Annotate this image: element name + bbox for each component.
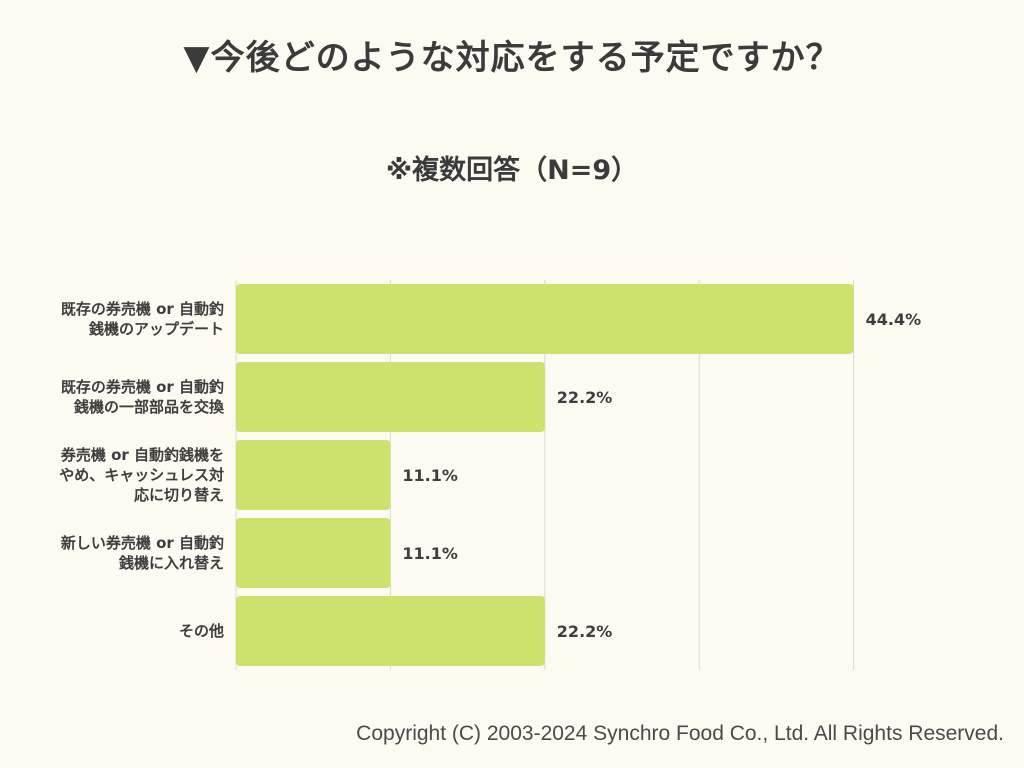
category-label-line: やめ、キャッシュレス対	[59, 466, 224, 484]
value-label-5: 22.2%	[557, 622, 613, 641]
category-label-line: その他	[179, 622, 224, 640]
bar-5	[236, 596, 545, 666]
category-label-line: 応に切り替え	[134, 486, 224, 504]
chart-title: ▼今後どのような対応をする予定ですか？	[183, 38, 841, 78]
chart-subtitle: ※複数回答（N=9）	[385, 155, 639, 186]
bar-4	[236, 518, 391, 588]
category-label-line: 銭機の一部部品を交換	[73, 398, 225, 416]
category-label-line: 既存の券売機 or 自動釣	[61, 300, 224, 318]
bar-3	[236, 440, 391, 510]
category-label-line: 銭機のアップデート	[88, 320, 224, 338]
category-label-line: 券売機 or 自動釣銭機を	[61, 446, 224, 464]
category-label-line: 新しい券売機 or 自動釣	[61, 534, 224, 552]
bar-1	[236, 284, 854, 354]
category-label-5: その他	[179, 622, 224, 640]
value-label-3: 11.1%	[402, 466, 458, 485]
category-label-line: 既存の券売機 or 自動釣	[61, 378, 224, 396]
category-label-4: 新しい券売機 or 自動釣銭機に入れ替え	[61, 534, 224, 572]
category-label-line: 銭機に入れ替え	[118, 554, 224, 572]
value-label-2: 22.2%	[557, 388, 613, 407]
category-label-2: 既存の券売機 or 自動釣銭機の一部部品を交換	[61, 378, 225, 416]
bar-2	[236, 362, 545, 432]
category-label-3: 券売機 or 自動釣銭機をやめ、キャッシュレス対応に切り替え	[59, 446, 224, 504]
value-label-4: 11.1%	[402, 544, 458, 563]
value-label-1: 44.4%	[866, 310, 922, 329]
category-label-1: 既存の券売機 or 自動釣銭機のアップデート	[61, 300, 224, 338]
copyright-notice: Copyright (C) 2003-2024 Synchro Food Co.…	[356, 722, 1004, 745]
